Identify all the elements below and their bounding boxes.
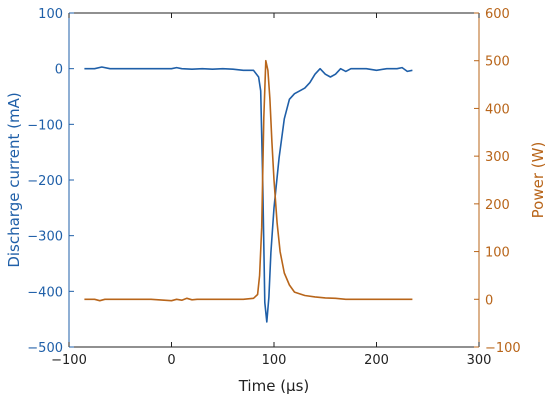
left-tick-label: −500: [27, 341, 63, 356]
left-axis-title: Discharge current (mA): [5, 92, 23, 267]
right-tick-label: 500: [485, 55, 510, 70]
current-series-line: [84, 66, 413, 323]
right-tick-label: −100: [485, 341, 521, 356]
right-tick-label: 100: [485, 246, 510, 261]
x-tick-label: 300: [467, 353, 492, 368]
right-axis-ticks: −100 0 100 200 300 400 500 600: [474, 7, 521, 356]
x-tick-label: 100: [262, 353, 287, 368]
right-tick-label: 300: [485, 150, 510, 165]
right-tick-label: 600: [485, 7, 510, 22]
right-tick-label: 200: [485, 198, 510, 213]
left-axis-ticks: −500 −400 −300 −200 −100 0 100: [27, 7, 74, 356]
right-tick-label: 0: [485, 293, 493, 308]
x-tick-label: −100: [51, 353, 87, 368]
left-tick-label: 100: [38, 7, 63, 22]
power-series-line: [84, 59, 413, 302]
right-tick-label: 400: [485, 102, 510, 117]
left-tick-label: −400: [27, 285, 63, 300]
x-axis-title: Time (µs): [238, 377, 310, 395]
series-layer: [84, 59, 413, 323]
right-axis-title: Power (W): [529, 142, 547, 219]
x-tick-label: 0: [167, 353, 175, 368]
x-tick-label: 200: [364, 353, 389, 368]
left-tick-label: −100: [27, 118, 63, 133]
x-axis-ticks: −100 0 100 200 300: [51, 13, 491, 368]
left-tick-label: 0: [55, 63, 63, 78]
left-tick-label: −200: [27, 174, 63, 189]
left-tick-label: −300: [27, 230, 63, 245]
